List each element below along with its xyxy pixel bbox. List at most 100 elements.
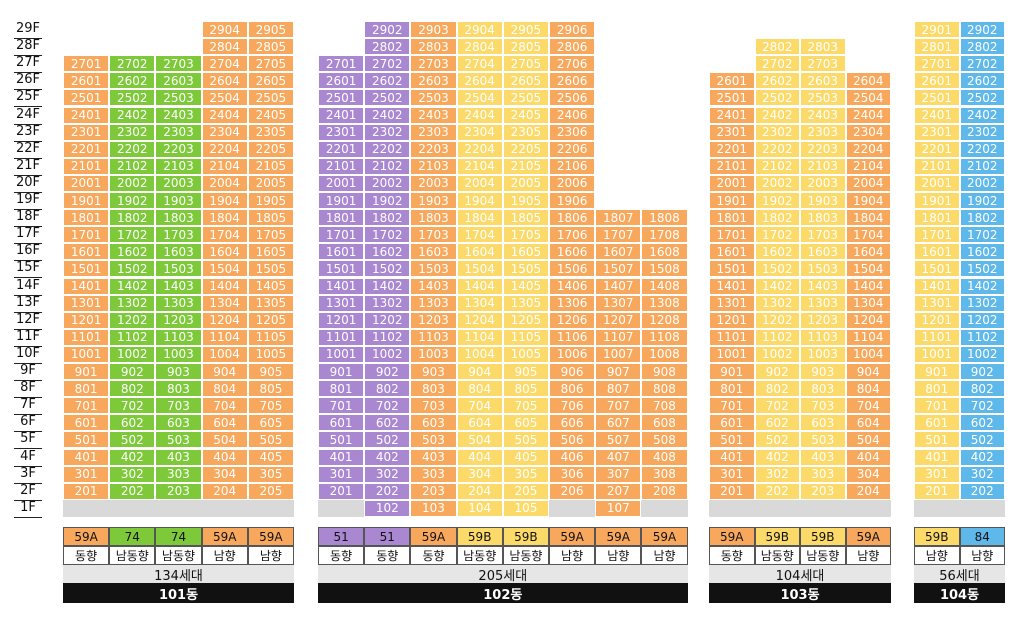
unit-cell: 1405 [502, 277, 549, 295]
unit-cell: 707 [595, 397, 642, 415]
unit-cell: 1804 [201, 209, 248, 227]
floor-label: 19F [14, 192, 42, 211]
floor-label: 24F [14, 107, 42, 125]
floor-label: 11F [14, 329, 42, 347]
unit-cell: 403 [800, 448, 846, 466]
floor-label: 23F [14, 124, 42, 142]
unit-cell: 1701 [709, 226, 755, 244]
unit-cell: 2102 [754, 157, 800, 175]
unit-cell: 1702 [364, 226, 411, 244]
unit-cell: 2302 [754, 123, 800, 141]
unit-cell: 501 [914, 431, 960, 449]
unit-type-label: 59A [201, 527, 248, 546]
unit-cell: 601 [709, 414, 755, 432]
unit-cell: 1802 [109, 209, 156, 227]
unit-cell: 2005 [247, 174, 294, 192]
unit-cell: 606 [549, 414, 596, 432]
unit-cell: 1103 [155, 328, 202, 346]
unit-cell: 2603 [155, 72, 202, 90]
floor-label: 6F [14, 414, 42, 433]
unit-cell: 501 [63, 431, 110, 449]
unit-cell: 1704 [456, 226, 503, 244]
unit-cell: 1104 [845, 328, 891, 346]
unit-cell: 302 [959, 465, 1005, 483]
unit-cell: 1303 [155, 294, 202, 312]
unit-cell: 1405 [247, 277, 294, 295]
unit-cell: 901 [318, 363, 365, 381]
unit-cell: 1805 [247, 209, 294, 227]
unit-cell: 2806 [549, 38, 596, 56]
unit-cell: 403 [410, 448, 457, 466]
unit-cell: 2106 [549, 157, 596, 175]
unit-cell: 403 [155, 448, 202, 466]
unit-cell: 408 [641, 448, 688, 466]
unit-cell: 803 [800, 380, 846, 398]
unit-cell: 1701 [914, 226, 960, 244]
unit-cell: 1607 [595, 243, 642, 261]
unit-cell: 2302 [364, 123, 411, 141]
unit-cell: 704 [201, 397, 248, 415]
unit-cell: 501 [709, 431, 755, 449]
unit-cell: 2001 [914, 174, 960, 192]
unit-cell: 2801 [914, 38, 960, 56]
unit-direction-label: 남향 [549, 546, 596, 565]
floor-label: 20F [14, 175, 42, 193]
building-name: 104동 [914, 583, 1005, 603]
unit-cell: 504 [845, 431, 891, 449]
unit-cell: 202 [754, 482, 800, 500]
unit-cell: 1703 [155, 226, 202, 244]
unit-cell: 602 [109, 414, 156, 432]
unit-cell: 306 [549, 465, 596, 483]
unit-cell: 1107 [595, 328, 642, 346]
unit-cell: 1003 [155, 345, 202, 363]
unit-cell: 1701 [318, 226, 365, 244]
unit-type-label: 59A [845, 527, 891, 546]
unit-cell: 1407 [595, 277, 642, 295]
unit-direction-label: 남동향 [456, 546, 503, 565]
unit-direction-label: 동향 [410, 546, 457, 565]
unit-direction-label: 남동향 [155, 546, 202, 565]
unit-cell: 1402 [109, 277, 156, 295]
unit-cell: 402 [109, 448, 156, 466]
unit-cell: 2506 [549, 89, 596, 107]
unit-cell: 701 [709, 397, 755, 415]
unit-cell: 1002 [364, 345, 411, 363]
unit-cell: 2802 [754, 38, 800, 56]
unit-cell: 301 [63, 465, 110, 483]
unit-type-label: 59A [63, 527, 110, 546]
unit-cell: 1202 [109, 311, 156, 329]
unit-cell: 2304 [845, 123, 891, 141]
unit-cell: 2402 [364, 106, 411, 124]
unit-direction-label: 남향 [201, 546, 248, 565]
unit-type-label: 51 [364, 527, 411, 546]
unit-cell: 502 [109, 431, 156, 449]
unit-cell: 1803 [410, 209, 457, 227]
unit-cell: 602 [364, 414, 411, 432]
unit-cell: 802 [959, 380, 1005, 398]
unit-cell: 2001 [709, 174, 755, 192]
unit-cell: 2701 [63, 55, 110, 73]
unit-cell: 203 [155, 482, 202, 500]
building-name: 102동 [318, 583, 688, 603]
unit-cell: 1404 [201, 277, 248, 295]
unit-cell: 702 [959, 397, 1005, 415]
unit-cell: 807 [595, 380, 642, 398]
unit-cell: 803 [410, 380, 457, 398]
floor-label: 16F [14, 243, 42, 262]
unit-cell: 903 [410, 363, 457, 381]
unit-cell: 1001 [63, 345, 110, 363]
unit-cell: 1401 [914, 277, 960, 295]
unit-cell: 2402 [754, 106, 800, 124]
unit-cell: 304 [845, 465, 891, 483]
unit-cell: 1207 [595, 311, 642, 329]
unit-cell: 2103 [155, 157, 202, 175]
unit-cell: 1305 [502, 294, 549, 312]
unit-cell: 505 [502, 431, 549, 449]
unit-cell: 1902 [754, 192, 800, 210]
unit-cell: 1702 [959, 226, 1005, 244]
unit-cell: 205 [502, 482, 549, 500]
unit-cell: 2505 [502, 89, 549, 107]
unit-cell: 2004 [201, 174, 248, 192]
unit-cell: 1204 [845, 311, 891, 329]
unit-cell: 1901 [914, 192, 960, 210]
